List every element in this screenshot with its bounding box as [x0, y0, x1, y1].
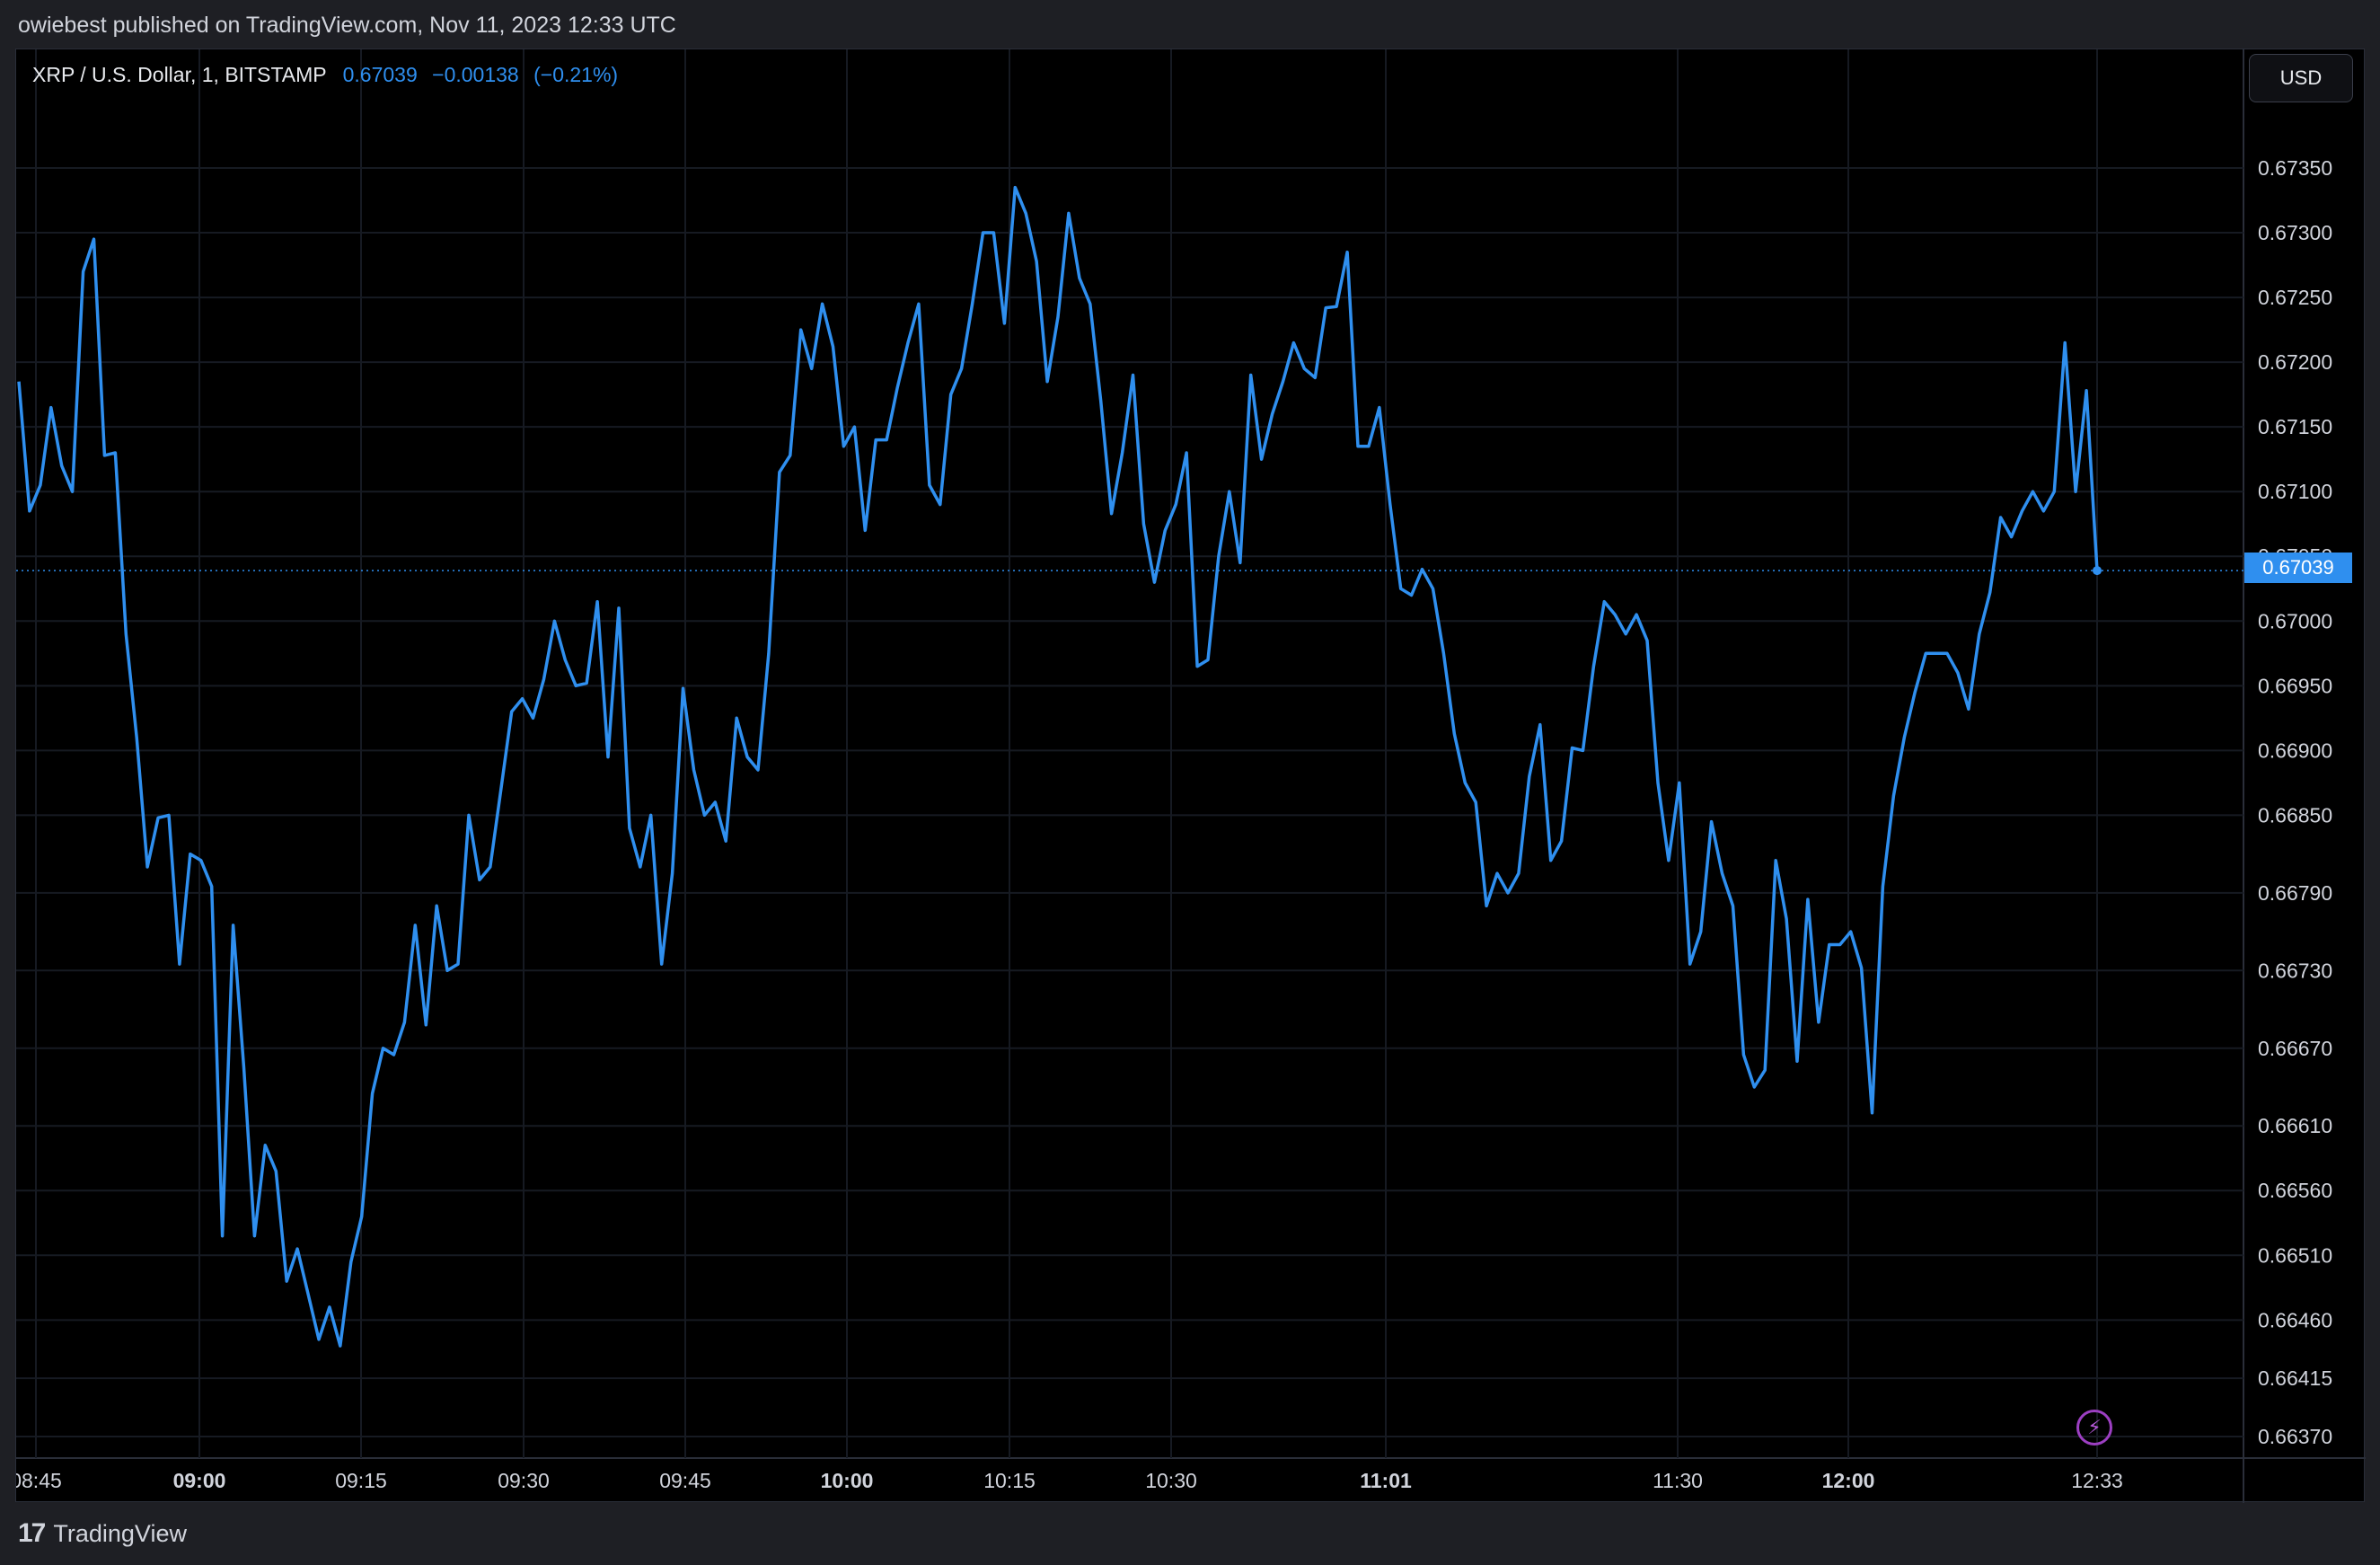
y-tick-label: 0.66610	[2258, 1114, 2332, 1137]
x-tick-label: 09:15	[335, 1469, 387, 1492]
y-tick-label: 0.66415	[2258, 1366, 2332, 1390]
y-tick-label: 0.67300	[2258, 221, 2332, 244]
tradingview-logo[interactable]: 17 TradingView	[18, 1518, 187, 1549]
y-tick-label: 0.66900	[2258, 738, 2332, 762]
y-tick-label: 0.67100	[2258, 480, 2332, 503]
x-tick-label: 12:33	[2071, 1469, 2123, 1492]
last-price-point	[2093, 566, 2102, 576]
y-tick-label: 0.67150	[2258, 415, 2332, 438]
y-tick-label: 0.66670	[2258, 1037, 2332, 1060]
published-info: owiebest published on TradingView.com, N…	[18, 13, 676, 38]
last-price: 0.67039	[342, 63, 418, 86]
price-change-percent: (−0.21%)	[533, 63, 619, 86]
x-tick-label: 11:30	[1653, 1469, 1703, 1492]
y-tick-label: 0.66460	[2258, 1308, 2332, 1331]
last-price-tag: 0.67039	[2244, 553, 2352, 583]
y-tick-label: 0.67000	[2258, 609, 2332, 632]
x-tick-label: 10:00	[821, 1469, 874, 1492]
y-tick-label: 0.66950	[2258, 674, 2332, 697]
y-tick-label: 0.67250	[2258, 286, 2332, 309]
y-tick-label: 0.66730	[2258, 959, 2332, 982]
y-tick-label: 0.67200	[2258, 350, 2332, 374]
y-tick-label: 0.66370	[2258, 1425, 2332, 1448]
x-tick-label: 08:45	[16, 1469, 62, 1492]
x-tick-label: 09:30	[498, 1469, 550, 1492]
brand-name: TradingView	[53, 1519, 187, 1547]
x-tick-label: 10:15	[983, 1469, 1036, 1492]
legend-values: 0.67039 −0.00138 (−0.21%)	[343, 63, 627, 86]
x-tick-label: 10:30	[1145, 1469, 1197, 1492]
currency-button[interactable]: USD	[2249, 54, 2353, 102]
y-tick-label: 0.66850	[2258, 803, 2332, 827]
chart-panel[interactable]: 0.67350 0.67300 0.67250 0.67200 0.67150 0.671…	[15, 49, 2366, 1503]
price-change: −0.00138	[432, 63, 519, 86]
y-tick-label: 0.66560	[2258, 1179, 2332, 1202]
price-chart[interactable]: 0.67350 0.67300 0.67250 0.67200 0.67150 0.671…	[16, 49, 2366, 1503]
y-tick-label: 0.67350	[2258, 156, 2332, 180]
publication-header: owiebest published on TradingView.com, N…	[0, 0, 2380, 50]
symbol-title: XRP / U.S. Dollar, 1, BITSTAMP	[32, 63, 327, 86]
x-tick-label: 09:45	[659, 1469, 711, 1492]
y-tick-label: 0.66510	[2258, 1243, 2332, 1267]
price-series-line	[17, 185, 2099, 1348]
symbol-legend: XRP / U.S. Dollar, 1, BITSTAMP 0.67039 −…	[32, 63, 627, 87]
x-tick-label: 12:00	[1822, 1469, 1875, 1492]
tv-logo-icon: 17	[18, 1518, 46, 1548]
x-tick-label: 11:01	[1360, 1469, 1412, 1492]
y-tick-label: 0.66790	[2258, 881, 2332, 905]
x-tick-label: 09:00	[173, 1469, 226, 1492]
lightning-icon[interactable]: ⚡	[2076, 1410, 2112, 1446]
